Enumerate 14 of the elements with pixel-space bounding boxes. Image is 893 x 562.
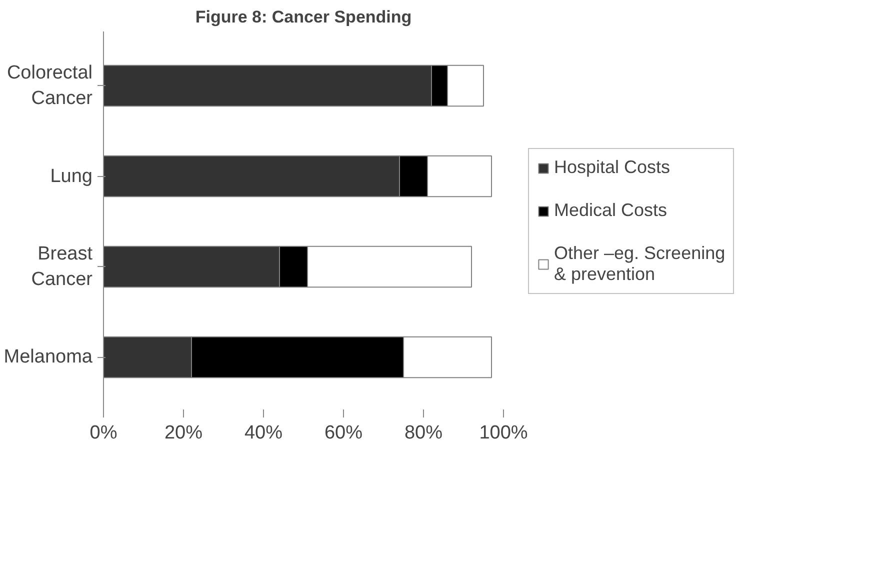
y-tick-label: Melanoma xyxy=(4,346,93,368)
x-tick-label: 0% xyxy=(90,422,118,444)
x-tick-label: 100% xyxy=(479,422,528,444)
legend-label: Hospital Costs xyxy=(554,157,670,178)
chart-title: Figure 8: Cancer Spending xyxy=(195,8,412,26)
x-tick-label: 80% xyxy=(404,422,443,444)
x-tick-label: 60% xyxy=(324,422,363,444)
legend-label: Medical Costs xyxy=(554,200,668,221)
legend-label: Other –eg. Screening & prevention xyxy=(554,243,726,285)
x-tick-label: 20% xyxy=(164,422,203,444)
y-tick-label: Lung xyxy=(50,166,93,187)
x-tick-label: 40% xyxy=(244,422,283,444)
y-tick-label: Colorectal Cancer xyxy=(6,62,94,109)
y-tick-label: Breast Cancer xyxy=(31,244,94,290)
